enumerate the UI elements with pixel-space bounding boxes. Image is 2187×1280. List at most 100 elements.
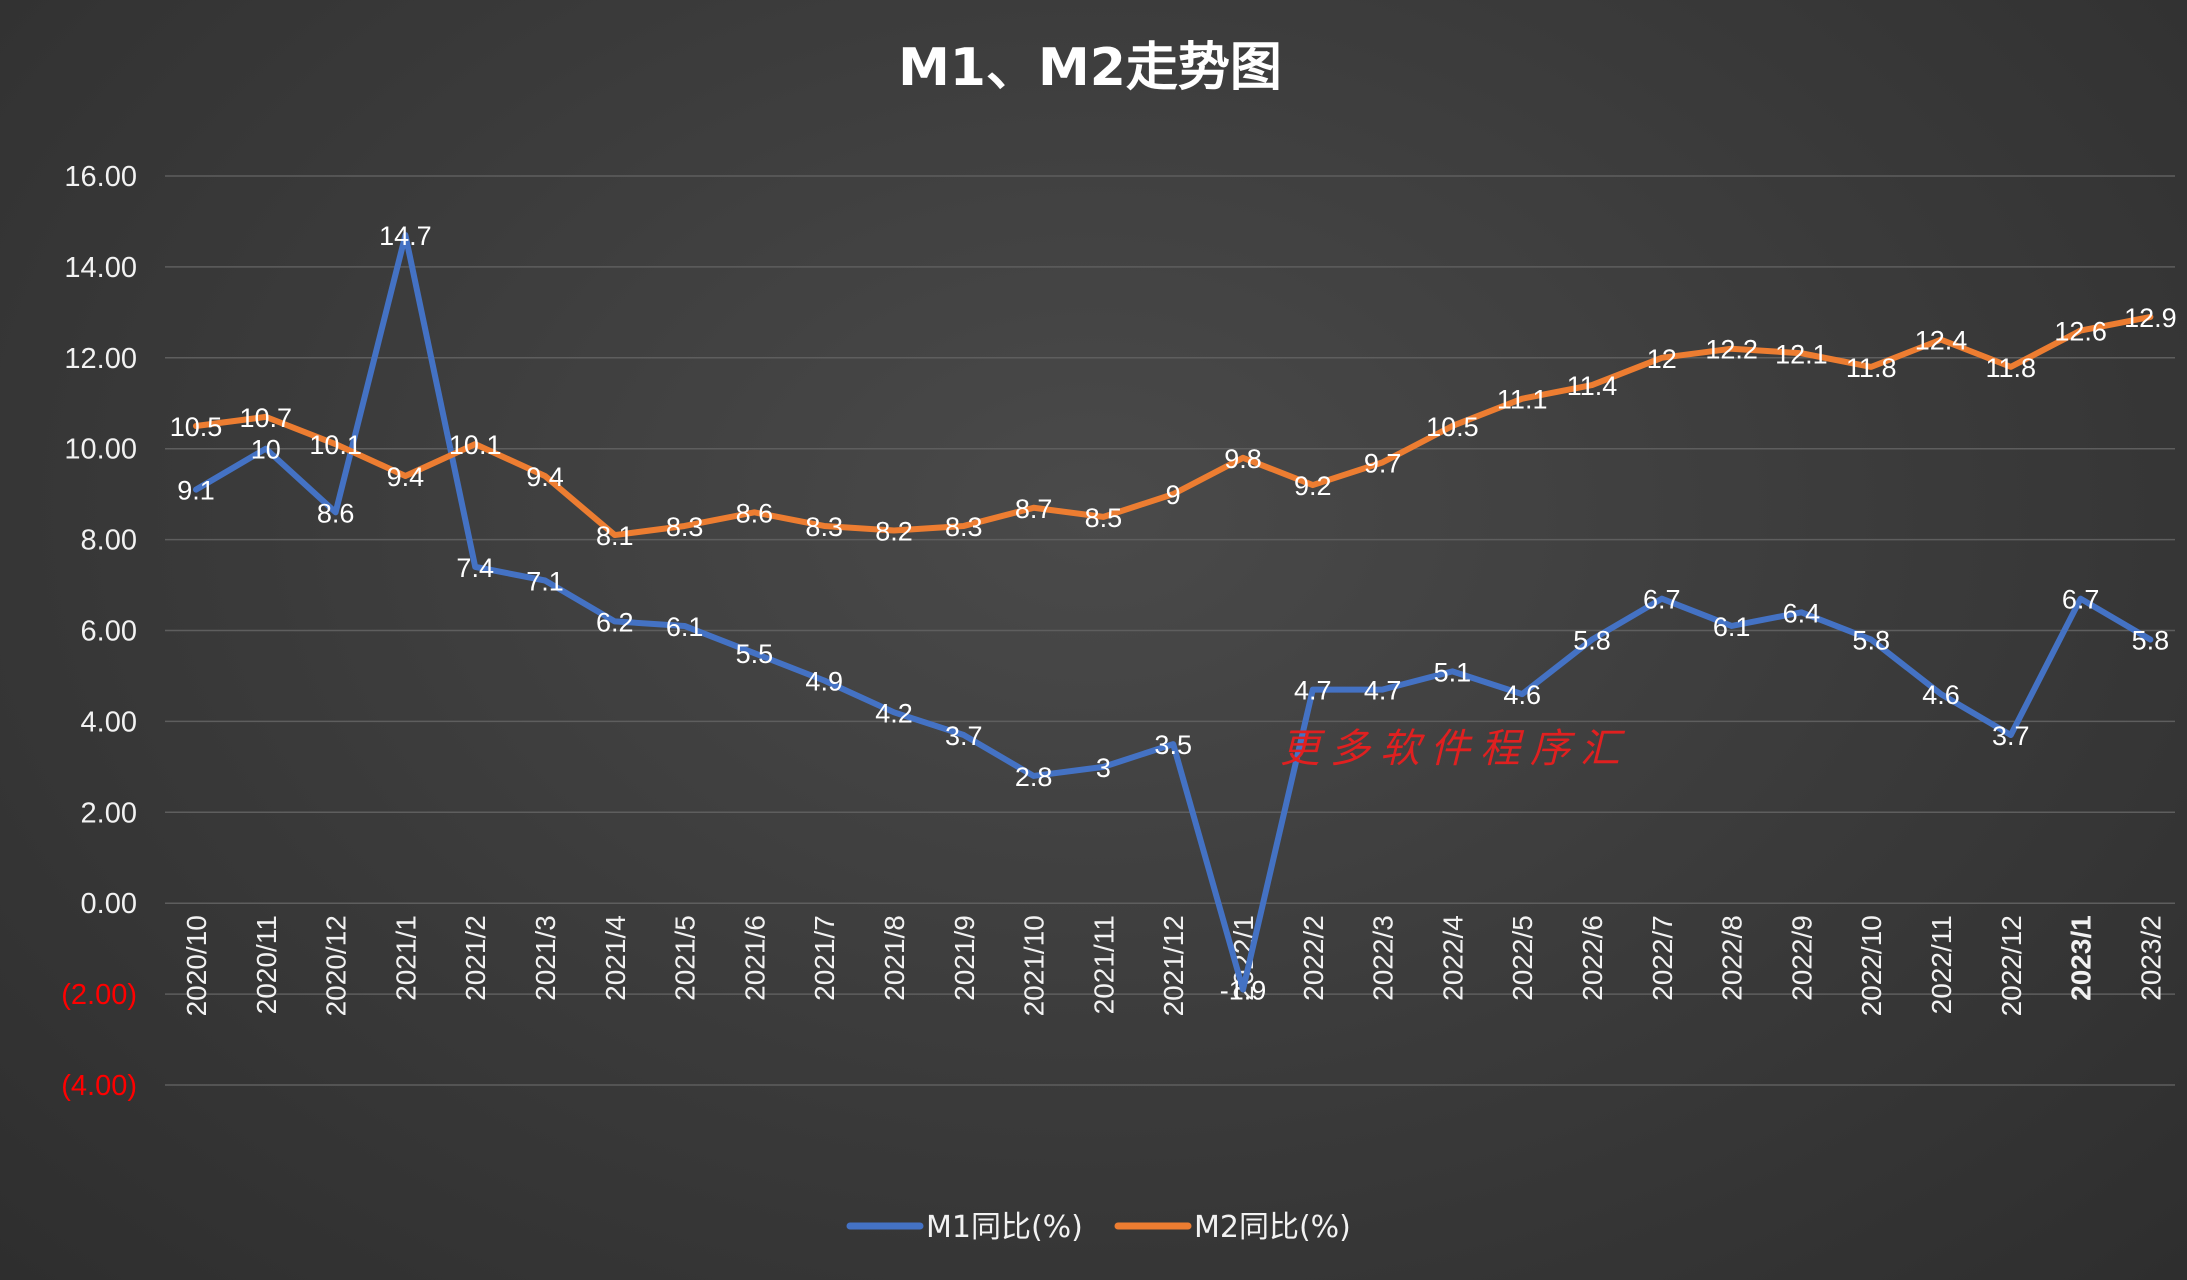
series-lines <box>193 232 2154 993</box>
y-tick-label: 12.00 <box>64 343 137 375</box>
data-label: -1.9 <box>1220 976 1267 1006</box>
x-tick-label: 2021/6 <box>739 915 770 1001</box>
series-line-2 <box>193 313 2154 539</box>
data-label: 4.6 <box>1503 680 1541 710</box>
data-label: 4.9 <box>805 666 843 696</box>
y-tick-label: 8.00 <box>81 525 137 557</box>
data-label: 8.3 <box>805 512 843 542</box>
data-label: 3.7 <box>945 721 983 751</box>
y-tick-label: 16.00 <box>64 161 137 193</box>
data-label: 9.7 <box>1364 448 1402 478</box>
data-label: 10.1 <box>309 430 362 460</box>
x-tick-label: 2022/2 <box>1298 915 1329 1001</box>
x-tick-label: 2021/10 <box>1019 915 1050 1016</box>
data-label: 11.8 <box>1846 353 1897 383</box>
data-label: 10.7 <box>240 403 293 433</box>
data-labels: 9.1 10 8.6 14.7 7.4 7.1 6.2 6.1 5.5 4.9 4.2 3.7 2.8 3… <box>170 221 2177 1005</box>
data-label: 9.2 <box>1294 471 1332 501</box>
data-label: 8.5 <box>1085 503 1123 533</box>
y-tick-label: 14.00 <box>64 252 137 284</box>
y-tick-label: (4.00) <box>61 1070 137 1102</box>
x-tick-label: 2022/10 <box>1856 915 1887 1016</box>
data-label: 9 <box>1166 480 1181 510</box>
x-tick-label: 2021/1 <box>390 915 421 1001</box>
y-tick-label: 2.00 <box>81 797 137 829</box>
chart-title: M1、M2走势图 <box>898 38 1282 98</box>
x-tick-label: 2022/12 <box>1996 915 2027 1016</box>
x-axis-ticks: 2020/10 2020/11 2020/12 2021/1 2021/2 2021/3 2… <box>181 915 2166 1016</box>
data-label: 6.7 <box>2062 585 2100 615</box>
data-label: 4.6 <box>1922 680 1960 710</box>
data-label: 10.5 <box>170 412 223 442</box>
data-label: 3.7 <box>1992 721 2030 751</box>
x-tick-label: 2022/5 <box>1507 915 1538 1001</box>
data-label: 11.4 <box>1567 371 1618 401</box>
x-tick-label: 2020/11 <box>251 915 282 1014</box>
data-label: 4.2 <box>875 698 913 728</box>
x-tick-label: 2022/8 <box>1717 915 1748 1001</box>
data-label: 9.4 <box>387 462 425 492</box>
x-tick-label: 2021/7 <box>809 915 840 1001</box>
data-label: 6.1 <box>666 612 704 642</box>
data-label: 8.7 <box>1015 494 1053 524</box>
x-tick-label: 2022/3 <box>1368 915 1399 1001</box>
x-tick-label: 2023/2 <box>2135 915 2166 1001</box>
data-label: 8.1 <box>596 521 634 551</box>
data-label: 12.4 <box>1915 326 1968 356</box>
x-tick-label: 2021/12 <box>1158 915 1189 1016</box>
data-label: 2.8 <box>1015 762 1053 792</box>
data-label: 10.5 <box>1426 412 1479 442</box>
y-tick-label: 10.00 <box>64 434 137 466</box>
data-label: 7.1 <box>526 567 564 597</box>
data-label: 5.1 <box>1434 657 1472 687</box>
watermark: 更多软件程序汇 <box>1280 726 1630 772</box>
x-tick-label: 2020/12 <box>321 915 352 1016</box>
data-label: 14.7 <box>379 221 432 251</box>
data-label: 5.8 <box>1852 626 1890 656</box>
series-line-1 <box>193 232 2154 993</box>
x-tick-label: 2022/9 <box>1786 915 1817 1001</box>
x-tick-label: 2021/3 <box>530 915 561 1001</box>
x-tick-label: 2021/5 <box>670 915 701 1001</box>
data-label: 11.1 <box>1497 385 1548 415</box>
data-label: 4.7 <box>1364 676 1402 706</box>
x-tick-label: 2021/2 <box>460 915 491 1001</box>
x-tick-label: 2022/11 <box>1926 915 1957 1014</box>
data-label: 8.6 <box>317 498 355 528</box>
x-tick-label: 2021/4 <box>600 915 631 1001</box>
legend-label-1: M1同比(%) <box>926 1210 1083 1245</box>
data-label: 5.8 <box>2132 626 2170 656</box>
data-label: 5.8 <box>1573 626 1611 656</box>
data-label: 9.8 <box>1224 444 1262 474</box>
data-label: 3 <box>1096 753 1111 783</box>
x-tick-label: 2022/7 <box>1647 915 1678 1001</box>
y-axis-ticks: 16.00 14.00 12.00 10.00 8.00 6.00 4.00 2.00 0.00… <box>61 161 137 1102</box>
data-label: 6.4 <box>1783 598 1821 628</box>
data-label: 4.7 <box>1294 676 1332 706</box>
x-tick-label: 2021/8 <box>879 915 910 1001</box>
x-tick-label: 2021/9 <box>949 915 980 1001</box>
data-label: 8.3 <box>666 512 704 542</box>
grid-lines <box>165 175 2175 1086</box>
y-tick-label: 6.00 <box>81 616 137 648</box>
y-tick-label: 0.00 <box>81 888 137 920</box>
data-label: 3.5 <box>1154 730 1192 760</box>
x-tick-label: 2022/4 <box>1437 915 1468 1001</box>
data-label: 7.4 <box>456 553 494 583</box>
data-label: 6.7 <box>1643 585 1681 615</box>
legend: M1同比(%) M2同比(%) <box>846 1210 1351 1245</box>
data-label: 11.8 <box>1986 353 2037 383</box>
data-label: 12.1 <box>1775 339 1828 369</box>
data-label: 9.4 <box>526 462 564 492</box>
data-label: 12.9 <box>2124 303 2177 333</box>
data-label: 8.6 <box>736 498 774 528</box>
data-label: 8.3 <box>945 512 983 542</box>
x-tick-label: 2023/1 <box>2066 915 2097 1001</box>
data-label: 5.5 <box>736 639 774 669</box>
legend-label-2: M2同比(%) <box>1194 1210 1351 1245</box>
data-label: 6.2 <box>596 607 634 637</box>
x-tick-label: 2022/6 <box>1577 915 1608 1001</box>
y-tick-label: 4.00 <box>81 706 137 738</box>
data-label: 9.1 <box>177 476 215 506</box>
